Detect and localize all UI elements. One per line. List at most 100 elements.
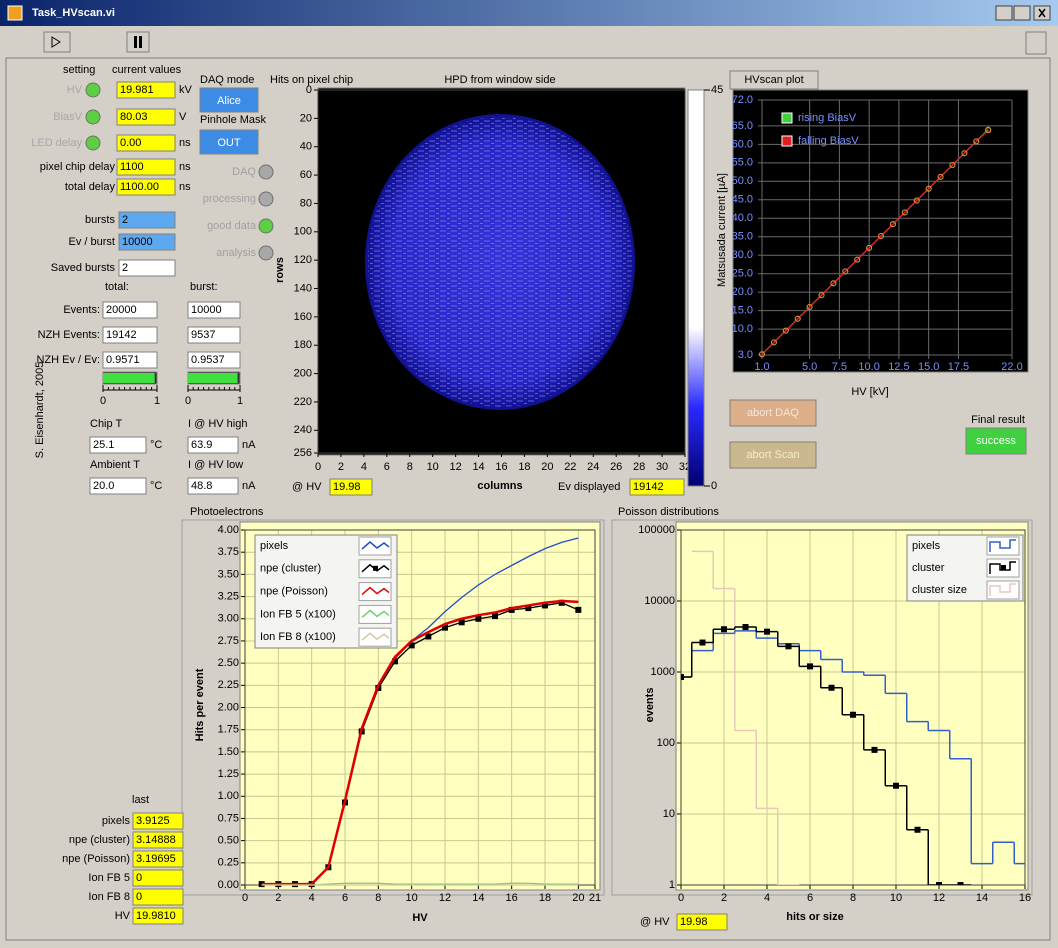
x-tick-label: 18	[539, 892, 551, 904]
mode-label: DAQ mode	[200, 74, 254, 86]
pause-button[interactable]	[127, 32, 149, 52]
y-tick-label: 65.0	[732, 120, 753, 132]
setting-value: 1100.00	[120, 181, 159, 193]
y-tick-label: 20	[300, 112, 312, 124]
y-tick-label: 55.0	[732, 157, 753, 169]
run-button[interactable]	[44, 32, 70, 52]
setting-label: pixel chip delay	[40, 161, 116, 173]
y-tick-label: 20.0	[732, 286, 753, 298]
marker	[721, 626, 727, 632]
maximize-button[interactable]	[1014, 6, 1030, 20]
y-tick-label: 1000	[651, 666, 675, 678]
setting-value: 0.00	[120, 137, 141, 149]
burst-value: 2	[122, 262, 128, 274]
temperature-value: 63.9	[191, 439, 212, 451]
gauge-fill	[103, 373, 155, 383]
legend-text: npe (Poisson)	[260, 586, 328, 598]
colorbar-tick-label: 0	[711, 480, 717, 492]
x-tick-label: 12.5	[888, 361, 909, 373]
marker	[700, 640, 706, 646]
y-tick-label: 1.25	[218, 768, 239, 780]
status-label: analysis	[216, 247, 256, 259]
x-tick-label: 1.0	[754, 361, 769, 373]
x-tick-label: 4	[309, 892, 315, 904]
events-burst: 10000	[191, 304, 222, 316]
y-tick-label: 256	[294, 447, 312, 459]
y-tick-label: 10	[663, 808, 675, 820]
x-tick-label: 21	[589, 892, 601, 904]
x-tick-label: 30	[656, 461, 668, 473]
x-tick-label: 10	[406, 892, 418, 904]
x-tick-label: 4	[764, 892, 770, 904]
events-burst: 0.9537	[191, 354, 225, 366]
marker	[575, 607, 581, 613]
y-tick-label: 40.0	[732, 212, 753, 224]
marker	[850, 712, 856, 718]
x-tick-label: 0	[242, 892, 248, 904]
y-tick-label: 0.50	[218, 835, 239, 847]
ev-value: 19142	[633, 481, 664, 493]
gauge-fill	[188, 373, 238, 383]
setting-label: HV	[67, 84, 83, 96]
marker	[764, 629, 770, 635]
front-panel: Task_HVscan.visettingcurrent valuesHV19.…	[0, 0, 1058, 948]
marker	[872, 747, 878, 753]
marker	[786, 643, 792, 649]
last-label: Ion FB 8	[88, 891, 130, 903]
y-tick-label: 45.0	[732, 194, 753, 206]
y-tick-label: 35.0	[732, 231, 753, 243]
y-tick-label: 40	[300, 141, 312, 153]
legend-text: cluster size	[912, 584, 967, 596]
x-tick-label: 6	[342, 892, 348, 904]
y-tick-label: 100	[657, 737, 675, 749]
x-axis-label: hits or size	[786, 911, 843, 923]
y-tick-label: 15.0	[732, 305, 753, 317]
x-tick-label: 2	[338, 461, 344, 473]
x-axis-label: HV [kV]	[851, 386, 888, 398]
gauge-tick-label: 1	[237, 395, 243, 407]
last-label: npe (Poisson)	[62, 853, 130, 865]
burst-value: 10000	[122, 236, 153, 248]
marker	[743, 624, 749, 630]
status-label: processing	[203, 193, 256, 205]
setting-unit: V	[179, 111, 187, 123]
y-tick-label: 240	[294, 424, 312, 436]
setting-unit: ns	[179, 137, 191, 149]
y-tick-label: 0.25	[218, 857, 239, 869]
burst-label: Saved bursts	[51, 262, 116, 274]
hv-label: @ HV	[292, 481, 322, 493]
y-tick-label: 3.25	[218, 590, 239, 602]
legend-text: Ion FB 5 (x100)	[260, 608, 336, 620]
mode-button-text: Alice	[217, 95, 241, 107]
minimize-button[interactable]	[996, 6, 1012, 20]
x-tick-label: 5.0	[802, 361, 817, 373]
y-tick-label: 60.0	[732, 138, 753, 150]
last-value: 3.19695	[136, 853, 176, 865]
x-tick-label: 17.5	[948, 361, 969, 373]
title-bar	[0, 0, 1058, 26]
last-value: 19.9810	[136, 910, 176, 922]
chart-subtitle: HPD from window side	[444, 74, 555, 86]
last-value: 3.14888	[136, 834, 176, 846]
events-label: NZH Events:	[38, 329, 100, 341]
y-tick-label: 2.00	[218, 701, 239, 713]
help-button[interactable]	[1026, 32, 1046, 54]
x-tick-label: 28	[633, 461, 645, 473]
x-tick-label: 4	[361, 461, 367, 473]
y-tick-label: 10000	[644, 595, 675, 607]
pause-icon	[134, 36, 137, 48]
y-axis-label: events	[644, 688, 656, 723]
legend-text: npe (cluster)	[260, 563, 321, 575]
x-tick-label: 20	[541, 461, 553, 473]
abort-scan-text: abort Scan	[746, 449, 799, 461]
x-tick-label: 0	[315, 461, 321, 473]
last-value: 0	[136, 872, 142, 884]
last-value: 3.9125	[136, 815, 170, 827]
setting-label: LED delay	[31, 137, 82, 149]
events-heading: burst:	[190, 281, 218, 293]
marker	[829, 685, 835, 691]
temperature-value: 48.8	[191, 480, 212, 492]
y-tick-label: 3.50	[218, 568, 239, 580]
events-total: 20000	[106, 304, 137, 316]
status-led	[259, 165, 273, 179]
